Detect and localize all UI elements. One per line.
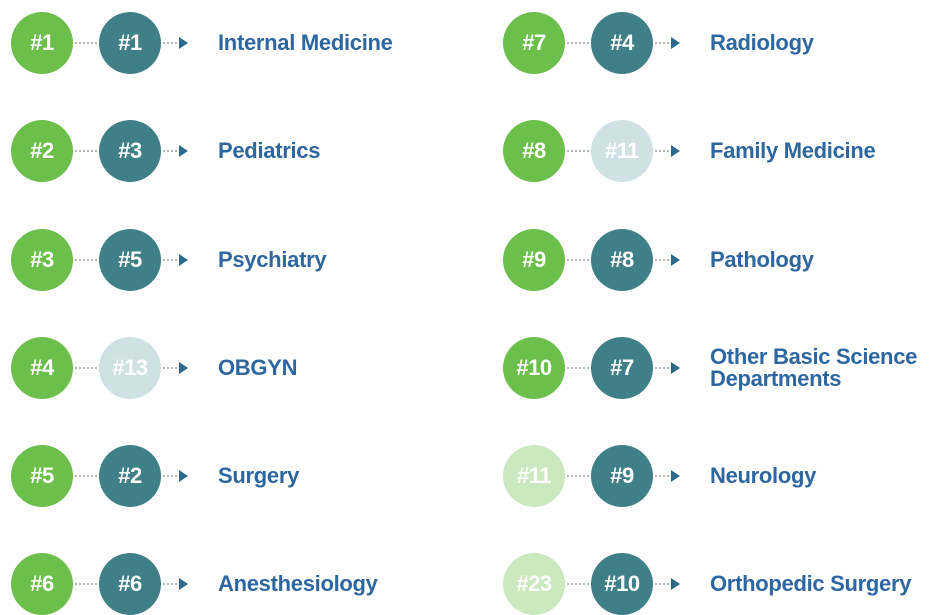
specialty-label: OBGYN [218,355,298,380]
connector [651,583,669,585]
rank-left: #4 [11,337,73,399]
rank-left: #2 [11,120,73,182]
connector [563,367,593,369]
connector [159,475,177,477]
rank-right: #13 [99,337,161,399]
rank-left: #11 [503,445,565,507]
arrow [179,362,188,374]
specialty-label: Pathology [710,247,814,272]
connector [71,367,101,369]
rank-left: #23 [503,553,565,615]
specialty-label: Pediatrics [218,138,321,163]
arrow [179,578,188,590]
rank-right: #2 [99,445,161,507]
connector [71,150,101,152]
specialty-label: Radiology [710,30,814,55]
rank-right: #7 [591,337,653,399]
arrow [671,578,680,590]
connector [71,42,101,44]
specialty-label: Orthopedic Surgery [710,571,912,596]
connector [563,150,593,152]
specialty-label: Surgery [218,463,300,488]
rank-right: #8 [591,229,653,291]
rank-right: #10 [591,553,653,615]
rank-left: #5 [11,445,73,507]
connector [651,259,669,261]
connector [651,367,669,369]
connector [651,475,669,477]
rank-left: #3 [11,229,73,291]
connector [651,42,669,44]
connector [159,583,177,585]
arrow [179,37,188,49]
rank-right: #9 [591,445,653,507]
connector [563,42,593,44]
rank-right: #3 [99,120,161,182]
connector [159,259,177,261]
connector [159,367,177,369]
connector [159,150,177,152]
rank-left: #10 [503,337,565,399]
rank-right: #1 [99,12,161,74]
rank-left: #6 [11,553,73,615]
rank-left: #8 [503,120,565,182]
connector [71,259,101,261]
specialty-label: Psychiatry [218,247,327,272]
rank-right: #11 [591,120,653,182]
specialty-label: Other Basic Science Departments [710,344,918,391]
rank-left: #9 [503,229,565,291]
rank-right: #4 [591,12,653,74]
connector [563,475,593,477]
connector [563,583,593,585]
specialty-label: Neurology [710,463,817,488]
connector [159,42,177,44]
rank-left: #7 [503,12,565,74]
arrow [671,470,680,482]
connector [651,150,669,152]
rank-right: #6 [99,553,161,615]
arrow [179,470,188,482]
arrow [179,254,188,266]
arrow [179,145,188,157]
arrow [671,145,680,157]
rank-left: #1 [11,12,73,74]
connector [563,259,593,261]
connector [71,583,101,585]
arrow [671,362,680,374]
rank-right: #5 [99,229,161,291]
arrow [671,254,680,266]
specialty-label: Family Medicine [710,138,876,163]
arrow [671,37,680,49]
specialty-label: Internal Medicine [218,30,393,55]
specialty-label: Anesthesiology [218,571,378,596]
connector [71,475,101,477]
